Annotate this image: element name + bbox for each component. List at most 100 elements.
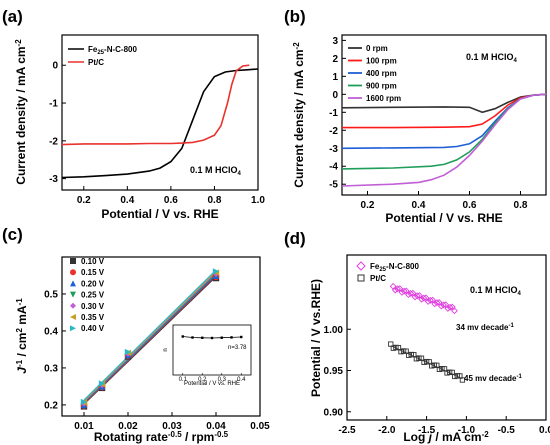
- inset-xtick-label: 0.3: [218, 377, 227, 383]
- fit-line-1: [390, 345, 463, 380]
- data-point: [124, 348, 132, 356]
- data-point: [98, 380, 106, 387]
- legend-label-2: 400 rpm: [366, 69, 397, 78]
- panel-c-xtick-label: 0.01: [74, 421, 94, 432]
- fit-line-0: [393, 287, 455, 310]
- panel-d-ytick-label: 1.00: [324, 325, 344, 336]
- panel-b-ytick-label: -4: [329, 162, 338, 173]
- legend-label-0: 0 rpm: [366, 44, 388, 53]
- panel-c-ytick-label: 0.2: [44, 400, 58, 411]
- legend-marker-2: [70, 280, 76, 287]
- inset-annotation: n=3.78: [228, 345, 247, 351]
- panel-d-xtick-label: -1.0: [458, 425, 476, 436]
- panel-a-xtick-label: 0.2: [77, 195, 91, 206]
- panel-d-slope-label-fe: 34 mv decade-1: [456, 323, 514, 332]
- data-point: [394, 285, 401, 293]
- data-point: [420, 294, 428, 302]
- legend-label-pt: Pt/C: [88, 58, 104, 67]
- panel-d-xtick-label: -2.0: [378, 425, 396, 436]
- panel-d-ytick-label: 0.95: [324, 366, 344, 377]
- legend-label-6: 0.40 V: [81, 324, 105, 333]
- panel-b-chart: 0.2 0.4 0.6 0.8 -5 -4 -3 -2 -1 0 1 2 3 0 rpm 100 rpm…: [292, 34, 547, 225]
- panel-b-ytick-label: -2: [329, 126, 338, 137]
- panel-label-c: (c): [2, 225, 23, 244]
- legend-label-3: 900 rpm: [366, 82, 397, 91]
- inset-xtick-label: 0.4: [237, 377, 246, 383]
- panel-a-annotation: 0.1 M HClO4: [190, 165, 242, 177]
- legend-label-fe: Fe25-N-C-800: [88, 45, 137, 56]
- data-point: [440, 301, 447, 309]
- panel-b-ytick-label: -5: [329, 180, 338, 191]
- panel-c-xtick-label: 0.04: [206, 421, 226, 432]
- panel-a-ytick-label: 0: [52, 61, 58, 72]
- inset-xtick-label: 0.1: [179, 377, 188, 383]
- panel-d-annotation: 0.1 M HClO4: [470, 285, 522, 297]
- panel-d-xtick-label: 0.0: [539, 425, 550, 436]
- series-line-0: [61, 68, 259, 179]
- inset-xtick-label: 0.2: [198, 377, 207, 383]
- panel-a-ylabel: Current density / mA cm-2: [14, 39, 28, 185]
- panel-a-chart: 0.2 0.4 0.6 0.8 1.0 -3 -2 -1 0 Fe25-N-C-800 Pt/…: [14, 34, 265, 221]
- panel-b-xlabel: Potential / V vs. RHE: [385, 211, 502, 225]
- inset-point: [220, 336, 223, 339]
- inset-point: [230, 336, 233, 339]
- data-point: [413, 292, 421, 300]
- legend-marker-6: [70, 325, 76, 332]
- panel-c-ytick-label: 0.5: [44, 289, 58, 300]
- panel-d-xtick-label: -2.5: [338, 425, 356, 436]
- panel-d-ytick-label: 0.90: [324, 407, 344, 418]
- legend-marker-4: [70, 302, 76, 309]
- inset-ylabel: n: [163, 348, 169, 351]
- panel-d-chart: -2.5 -2.0 -1.5 -1.0 -0.5 0.0 0.90 0.95 1.00 Fe2…: [309, 254, 550, 444]
- panel-a-xlabel: Potential / V vs. RHE: [101, 207, 218, 221]
- data-point: [459, 377, 466, 383]
- fit-line-6: [83, 269, 217, 401]
- panel-a-xtick-label: 1.0: [251, 195, 265, 206]
- inset-xlabel: Potential / V vs. RHE: [184, 381, 240, 387]
- data-point: [80, 398, 88, 406]
- panel-b-ytick-label: -1: [329, 108, 338, 119]
- data-point: [212, 268, 220, 275]
- panel-b-xtick-label: 0.6: [463, 200, 477, 211]
- panel-d-frame: [346, 254, 547, 421]
- data-point: [426, 296, 434, 304]
- panel-c-inset: 0.1 0.2 0.3 0.4 n=3.78 Potential / V vs. RH…: [163, 324, 252, 387]
- series-line-1: [61, 64, 250, 146]
- panel-a-frame: [61, 34, 259, 191]
- panel-a-xtick-label: 0.4: [120, 195, 134, 206]
- legend-marker-1: [70, 269, 76, 276]
- data-point: [446, 303, 454, 311]
- panel-d-slope-label-pt: 45 mv decade-1: [464, 374, 522, 383]
- panel-d-ylabel: Potential / V vs.RHE): [309, 279, 323, 397]
- panel-c-chart: 0.01 0.02 0.03 0.04 0.05 0.2 0.3 0.4 0.5 0.10 V…: [15, 256, 270, 444]
- panel-a-xtick-label: 0.8: [207, 195, 221, 206]
- panel-d-xtick-label: -1.5: [418, 425, 436, 436]
- panel-b-frame: [341, 34, 547, 196]
- inset-point: [240, 335, 243, 339]
- inset-point: [201, 336, 204, 339]
- legend-marker-fe: [356, 261, 366, 271]
- legend-label-4: 0.30 V: [81, 302, 105, 311]
- legend-label-fe-d: Fe25-N-C-800: [370, 262, 419, 273]
- inset-point: [210, 336, 214, 340]
- panel-d-xtick-label: -0.5: [498, 425, 516, 436]
- panel-c-ylabel: J-1 / cm2 mA-1: [15, 298, 29, 374]
- panel-c-xtick-label: 0.02: [118, 421, 138, 432]
- panel-c-xtick-label: 0.03: [162, 421, 182, 432]
- panel-c-ytick-label: 0.3: [44, 363, 58, 374]
- inset-point: [191, 336, 194, 339]
- panel-b-ylabel: Current density / mA cm-2: [292, 42, 306, 188]
- panel-a-ytick-label: -3: [49, 174, 58, 185]
- inset-frame: [172, 324, 252, 376]
- panel-b-ytick-label: 2: [332, 54, 338, 65]
- legend-label-0: 0.10 V: [81, 257, 105, 266]
- panel-c-ytick-label: 0.4: [44, 326, 58, 337]
- panel-a-xtick-label: 0.6: [164, 195, 178, 206]
- legend-label-1: 0.15 V: [81, 268, 105, 277]
- panel-label-b: (b): [284, 7, 306, 26]
- panel-b-xtick-label: 0.2: [361, 200, 375, 211]
- legend-label-pt-d: Pt/C: [370, 274, 386, 283]
- legend-label-5: 0.35 V: [81, 313, 105, 322]
- panel-b-xtick-label: 0.8: [514, 200, 528, 211]
